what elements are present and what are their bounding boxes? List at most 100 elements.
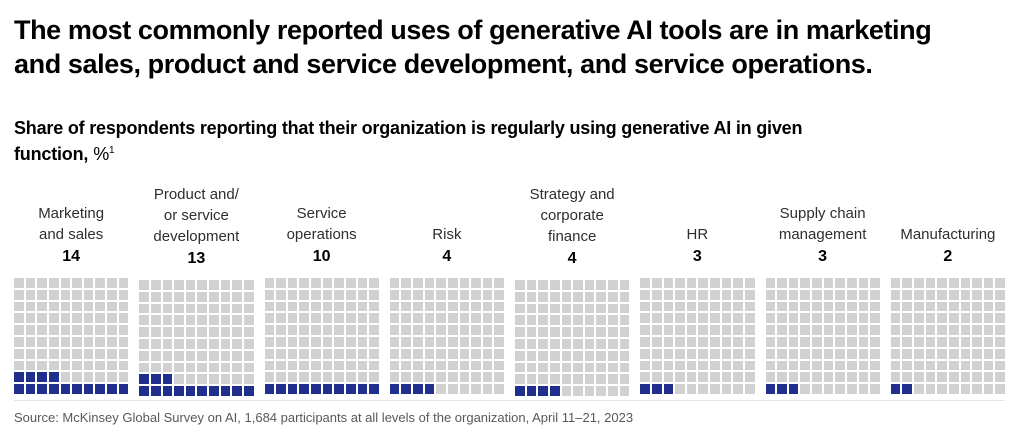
waffle-cell-empty [232,280,242,290]
waffle-cell-empty [733,313,743,324]
waffle-cell-empty [777,278,787,288]
waffle-cell-filled [287,384,298,394]
waffle-cell-empty [925,289,936,300]
waffle-cell-empty [243,291,254,302]
waffle-cell-empty [139,303,149,314]
waffle-cell-empty [663,325,674,335]
waffle-cell-filled [640,384,650,394]
waffle-cell-empty [25,289,36,300]
waffle-cell-empty [596,350,606,361]
waffle-cell-empty [744,289,755,300]
waffle-cell-empty [357,313,368,324]
waffle-cell-empty [174,315,184,326]
waffle-cell-empty [948,360,959,371]
waffle-cell-empty [243,362,254,373]
waffle-cell-empty [651,278,662,288]
waffle-cell-empty [48,325,59,335]
waffle-cell-empty [118,325,129,335]
waffle-cell-empty [345,348,356,359]
waffle-cell-empty [413,313,423,324]
waffle-cell-empty [174,303,184,314]
waffle-cell-empty [526,362,537,373]
waffle-cell-empty [686,301,697,312]
waffle-cell-empty [890,372,901,383]
waffle-cell-empty [311,313,321,324]
waffle-cell-empty [902,348,912,359]
waffle-cell-empty [960,301,971,312]
waffle-cell-empty [561,315,572,326]
waffle-cell-empty [60,360,71,371]
category-header: Marketing and sales 14 [14,184,128,267]
waffle-cell-empty [150,339,161,349]
waffle-cell-empty [812,360,822,371]
waffle-cell-empty [870,289,880,300]
waffle-cell-empty [549,362,560,373]
waffle-cell-empty [471,360,481,371]
waffle-cell-empty [686,348,697,359]
waffle-cell-empty [902,325,912,335]
waffle-cell-empty [995,372,1005,383]
waffle-cell-empty [823,278,834,288]
waffle-cell-empty [777,372,787,383]
waffle-cell-empty [777,348,787,359]
waffle-cell-empty [264,313,275,324]
waffle-cell-empty [287,360,298,371]
waffle-cell-empty [651,360,662,371]
waffle-cell-empty [220,291,231,302]
waffle-cell-empty [60,278,71,288]
waffle-cell-empty [389,348,400,359]
waffle-cell-empty [264,337,275,347]
waffle-cell-empty [619,327,630,337]
waffle-cell-empty [686,289,697,300]
waffle-cell-empty [686,278,697,288]
waffle-cell-empty [823,384,834,394]
waffle-cell-empty [459,360,470,371]
waffle-cell-empty [995,278,1005,288]
waffle-cell-empty [573,339,583,349]
waffle-cell-empty [744,325,755,335]
waffle-cell-empty [721,360,732,371]
waffle-cell-empty [232,362,242,373]
waffle-cell-empty [60,289,71,300]
waffle-cell-empty [640,278,650,288]
waffle-cell-empty [721,278,732,288]
waffle-cell-empty [174,327,184,337]
waffle-cell-empty [334,301,344,312]
category-header: Product and/ or service development 13 [139,184,253,269]
waffle-cell-empty [573,374,583,385]
waffle-cell-filled [150,374,161,385]
waffle-cell-empty [710,313,720,324]
waffle-cell-empty [651,372,662,383]
waffle-cell-empty [698,325,708,335]
waffle-cell-empty [311,360,321,371]
waffle-cell-empty [14,289,24,300]
waffle-cell-empty [960,372,971,383]
waffle-cell-empty [675,337,685,347]
waffle-cell-empty [83,325,94,335]
waffle-cell-empty [549,280,560,290]
waffle-cell-empty [482,384,493,394]
waffle-cell-empty [311,278,321,288]
waffle-cell-empty [619,362,630,373]
waffle-cell-empty [608,362,618,373]
waffle-cell-empty [401,289,411,300]
waffle-cell-empty [447,325,458,335]
waffle-cell-empty [436,278,446,288]
waffle-cell-empty [515,339,525,349]
category-header: Supply chain management 3 [766,184,880,267]
waffle-cell-empty [675,348,685,359]
category-value: 4 [567,250,577,267]
waffle-grid [640,278,755,394]
waffle-cell-empty [185,374,196,385]
waffle-cell-filled [220,386,231,396]
waffle-cell-empty [220,374,231,385]
waffle-column: Strategy and corporate finance 4 [515,184,630,396]
waffle-cell-empty [651,325,662,335]
waffle-cell-empty [95,337,105,347]
waffle-cell-empty [549,339,560,349]
waffle-cell-empty [322,348,333,359]
waffle-cell-empty [401,278,411,288]
waffle-cell-empty [573,291,583,302]
waffle-cell-empty [573,280,583,290]
waffle-cell-empty [561,327,572,337]
